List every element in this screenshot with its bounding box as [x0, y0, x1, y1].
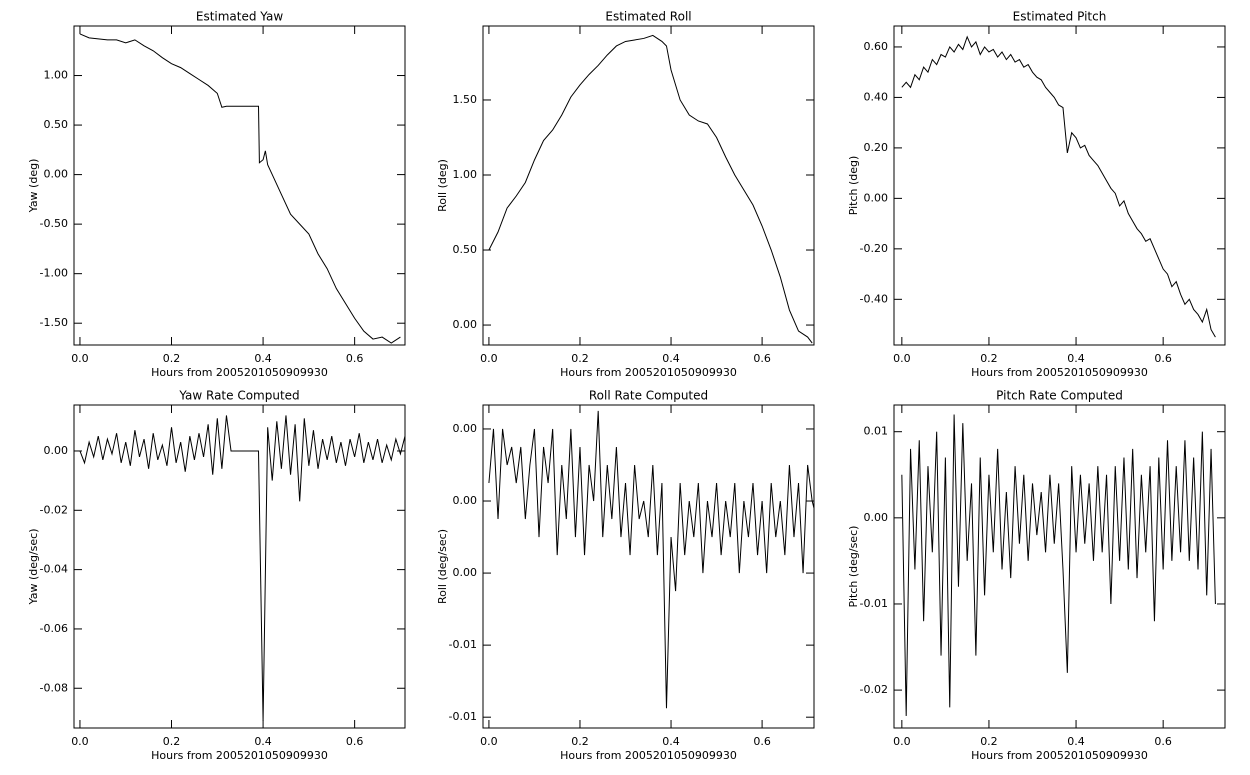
y-tick-label: -0.01 — [449, 710, 477, 723]
y-axis-label: Roll (deg) — [436, 159, 449, 212]
y-tick-label: 0.01 — [864, 425, 889, 438]
x-tick-label: 0.2 — [163, 735, 181, 748]
x-axis-label: Hours from 2005201050909930 — [151, 749, 328, 762]
y-axis-label: Pitch (deg) — [847, 156, 860, 216]
x-tick-label: 0.4 — [662, 352, 680, 365]
data-line — [488, 410, 814, 709]
y-axis-label: Pitch (deg/sec) — [847, 526, 860, 608]
y-tick-label: 0.00 — [44, 444, 69, 457]
plot-frame — [893, 404, 1226, 729]
x-axis-label: Hours from 2005201050909930 — [971, 749, 1148, 762]
chart-title: Roll Rate Computed — [589, 389, 708, 403]
y-tick-label: -0.02 — [860, 683, 888, 696]
y-tick-label: 0.00 — [864, 191, 889, 204]
data-line — [488, 34, 813, 344]
chart-title: Estimated Pitch — [1013, 10, 1107, 24]
x-tick-label: 0.0 — [480, 352, 498, 365]
y-tick-label: 0.00 — [453, 494, 478, 507]
y-tick-label: 0.00 — [453, 318, 478, 331]
y-tick-label: 1.00 — [453, 168, 478, 181]
x-tick-label: 0.4 — [1067, 735, 1085, 748]
subplot: Yaw Rate Computed Hours from 200520105090… — [27, 389, 406, 762]
x-tick-label: 0.0 — [893, 735, 911, 748]
y-tick-label: 0.00 — [864, 511, 889, 524]
y-tick-label: -1.50 — [40, 316, 68, 329]
chart-title: Estimated Roll — [605, 10, 691, 24]
y-tick-label: 1.50 — [453, 93, 478, 106]
x-tick-label: 0.6 — [753, 352, 771, 365]
y-tick-label: 0.60 — [864, 40, 889, 53]
x-tick-label: 0.4 — [254, 735, 272, 748]
y-tick-label: -0.40 — [860, 292, 888, 305]
x-axis-label: Hours from 2005201050909930 — [560, 749, 737, 762]
y-tick-label: -0.02 — [40, 503, 68, 516]
x-tick-label: 0.2 — [571, 352, 589, 365]
y-tick-label: -0.06 — [40, 622, 68, 635]
subplot: Estimated Pitch Hours from 20052010509099… — [847, 10, 1226, 379]
chart-title: Yaw Rate Computed — [178, 389, 299, 403]
plot-frame — [482, 404, 815, 729]
x-axis-label: Hours from 2005201050909930 — [560, 366, 737, 379]
y-tick-label: -0.08 — [40, 681, 68, 694]
x-tick-label: 0.0 — [480, 735, 498, 748]
data-line — [79, 415, 405, 721]
x-axis-label: Hours from 2005201050909930 — [151, 366, 328, 379]
subplot: Pitch Rate Computed Hours from 2005201050… — [847, 389, 1226, 762]
x-tick-label: 0.6 — [753, 735, 771, 748]
subplot: Estimated Roll Hours from 200520105090993… — [436, 10, 815, 379]
y-tick-label: -1.00 — [40, 267, 68, 280]
y-tick-label: -0.20 — [860, 242, 888, 255]
x-tick-label: 0.6 — [346, 735, 364, 748]
y-axis-label: Roll (deg/sec) — [436, 529, 449, 604]
data-line — [901, 35, 1216, 338]
y-tick-label: 0.20 — [864, 141, 889, 154]
subplot: Roll Rate Computed Hours from 20052010509… — [436, 389, 815, 762]
y-tick-label: 0.40 — [864, 90, 889, 103]
plot-frame — [73, 404, 406, 729]
x-tick-label: 0.0 — [893, 352, 911, 365]
x-axis-label: Hours from 2005201050909930 — [971, 366, 1148, 379]
x-tick-label: 0.2 — [163, 352, 181, 365]
x-tick-label: 0.6 — [1154, 352, 1172, 365]
y-tick-label: 0.00 — [453, 422, 478, 435]
x-tick-label: 0.2 — [980, 735, 998, 748]
y-tick-label: 0.50 — [453, 243, 478, 256]
y-tick-label: 0.00 — [453, 566, 478, 579]
y-tick-label: -0.01 — [449, 638, 477, 651]
x-tick-label: 0.2 — [980, 352, 998, 365]
data-line — [79, 33, 401, 344]
y-tick-label: -0.50 — [40, 217, 68, 230]
y-tick-label: 1.00 — [44, 69, 69, 82]
plot-frame — [73, 25, 406, 346]
x-tick-label: 0.4 — [662, 735, 680, 748]
y-tick-label: 0.50 — [44, 118, 69, 131]
y-tick-label: -0.04 — [40, 563, 68, 576]
subplot: Estimated Yaw Hours from 2005201050909930… — [27, 10, 406, 379]
x-tick-label: 0.0 — [71, 735, 89, 748]
y-tick-label: -0.01 — [860, 597, 888, 610]
x-tick-label: 0.6 — [346, 352, 364, 365]
chart-title: Pitch Rate Computed — [996, 389, 1123, 403]
plot-frame — [893, 25, 1226, 346]
x-tick-label: 0.4 — [1067, 352, 1085, 365]
x-tick-label: 0.2 — [571, 735, 589, 748]
y-tick-label: 0.00 — [44, 168, 69, 181]
chart-title: Estimated Yaw — [196, 10, 283, 24]
x-tick-label: 0.0 — [71, 352, 89, 365]
x-tick-label: 0.4 — [254, 352, 272, 365]
x-tick-label: 0.6 — [1154, 735, 1172, 748]
plot-frame — [482, 25, 815, 346]
y-axis-label: Yaw (deg) — [27, 159, 40, 214]
data-line — [901, 414, 1216, 716]
y-axis-label: Yaw (deg/sec) — [27, 528, 40, 605]
